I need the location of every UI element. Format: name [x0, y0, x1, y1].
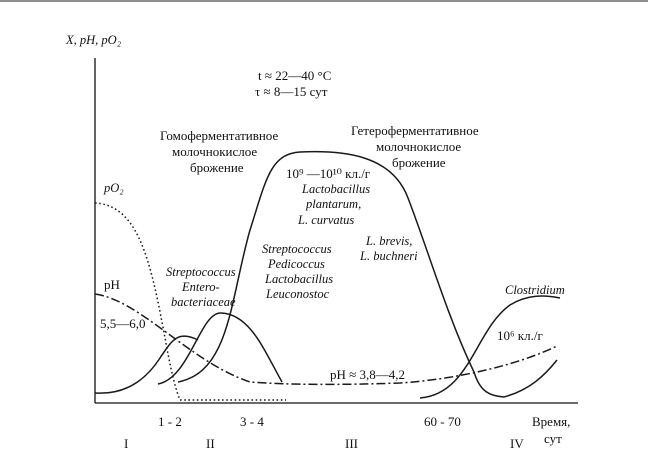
- group5-curve: [419, 295, 561, 399]
- y-axis-label: X, pH, pO₂: [65, 33, 122, 47]
- stage-4: IV: [510, 436, 524, 451]
- group3-curve: [177, 150, 505, 398]
- duration-note: τ ≈ 8—15 сут: [255, 84, 328, 99]
- group3-count: 10⁹ —10¹⁰ кл./г: [286, 166, 370, 181]
- x-axis-label-1: Время,: [532, 414, 570, 429]
- homo-label-2: молочнокислое: [172, 144, 257, 159]
- ph-label: pH: [104, 277, 120, 292]
- group2-label-2: Pedicoccus: [267, 257, 325, 271]
- group3-label-1: Lactobacillus: [301, 182, 370, 196]
- group1-label-3: bacteriaceae: [171, 295, 236, 309]
- stage-3: III: [345, 436, 358, 451]
- x-tick-3: 60 - 70: [424, 414, 461, 429]
- hetero-label-3: брожение: [392, 155, 446, 170]
- hetero-label-2: молочнокислое: [376, 139, 461, 154]
- group5-count-curve: [503, 359, 558, 398]
- group5-count: 10⁶ кл./г: [497, 328, 543, 343]
- group1-curve: [157, 312, 283, 385]
- stage-2: II: [206, 436, 215, 451]
- homo-label-1: Гомоферментативное: [160, 128, 278, 143]
- po2-label: pO₂: [103, 181, 124, 195]
- po2-curve: [94, 202, 286, 401]
- group2-label-4: Leuconostoc: [265, 287, 330, 301]
- ph-start-label: 5,5—6,0: [100, 316, 146, 331]
- group1-label-1: Streptococcus: [166, 265, 236, 279]
- x-axis-label-2: сут: [544, 431, 562, 446]
- x-tick-1: 1 - 2: [158, 414, 182, 429]
- group3-label-2: plantarum,: [305, 197, 361, 211]
- temperature-note: t ≈ 22—40 °C: [258, 68, 331, 83]
- stage-1: I: [124, 436, 128, 451]
- homo-label-3: брожение: [190, 160, 244, 175]
- hetero-label-1: Гетероферментативное: [351, 123, 479, 138]
- x-tick-2: 3 - 4: [240, 414, 264, 429]
- group4-label-2: L. buchneri: [359, 249, 418, 263]
- group2-curve: [94, 335, 199, 394]
- group2-label-3: Lactobacillus: [264, 272, 333, 286]
- group1-label-2: Entero-: [181, 280, 220, 294]
- group2-label-1: Streptococcus: [262, 242, 332, 256]
- ph-curve: [94, 293, 558, 386]
- group3-label-3: L. curvatus: [297, 213, 354, 227]
- ph-end-label: pH ≈ 3,8—4,2: [330, 367, 405, 382]
- group5-label: Clostridium: [505, 283, 565, 297]
- group4-label-1: L. brevis,: [365, 234, 412, 248]
